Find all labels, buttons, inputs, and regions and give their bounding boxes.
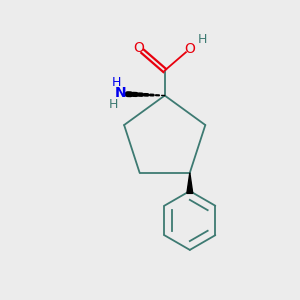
Text: N: N: [115, 85, 126, 100]
Text: H: H: [109, 98, 119, 111]
Polygon shape: [187, 173, 193, 194]
Text: H: H: [197, 33, 207, 46]
Text: H: H: [112, 76, 122, 89]
Text: O: O: [134, 41, 145, 55]
Text: O: O: [184, 42, 195, 56]
